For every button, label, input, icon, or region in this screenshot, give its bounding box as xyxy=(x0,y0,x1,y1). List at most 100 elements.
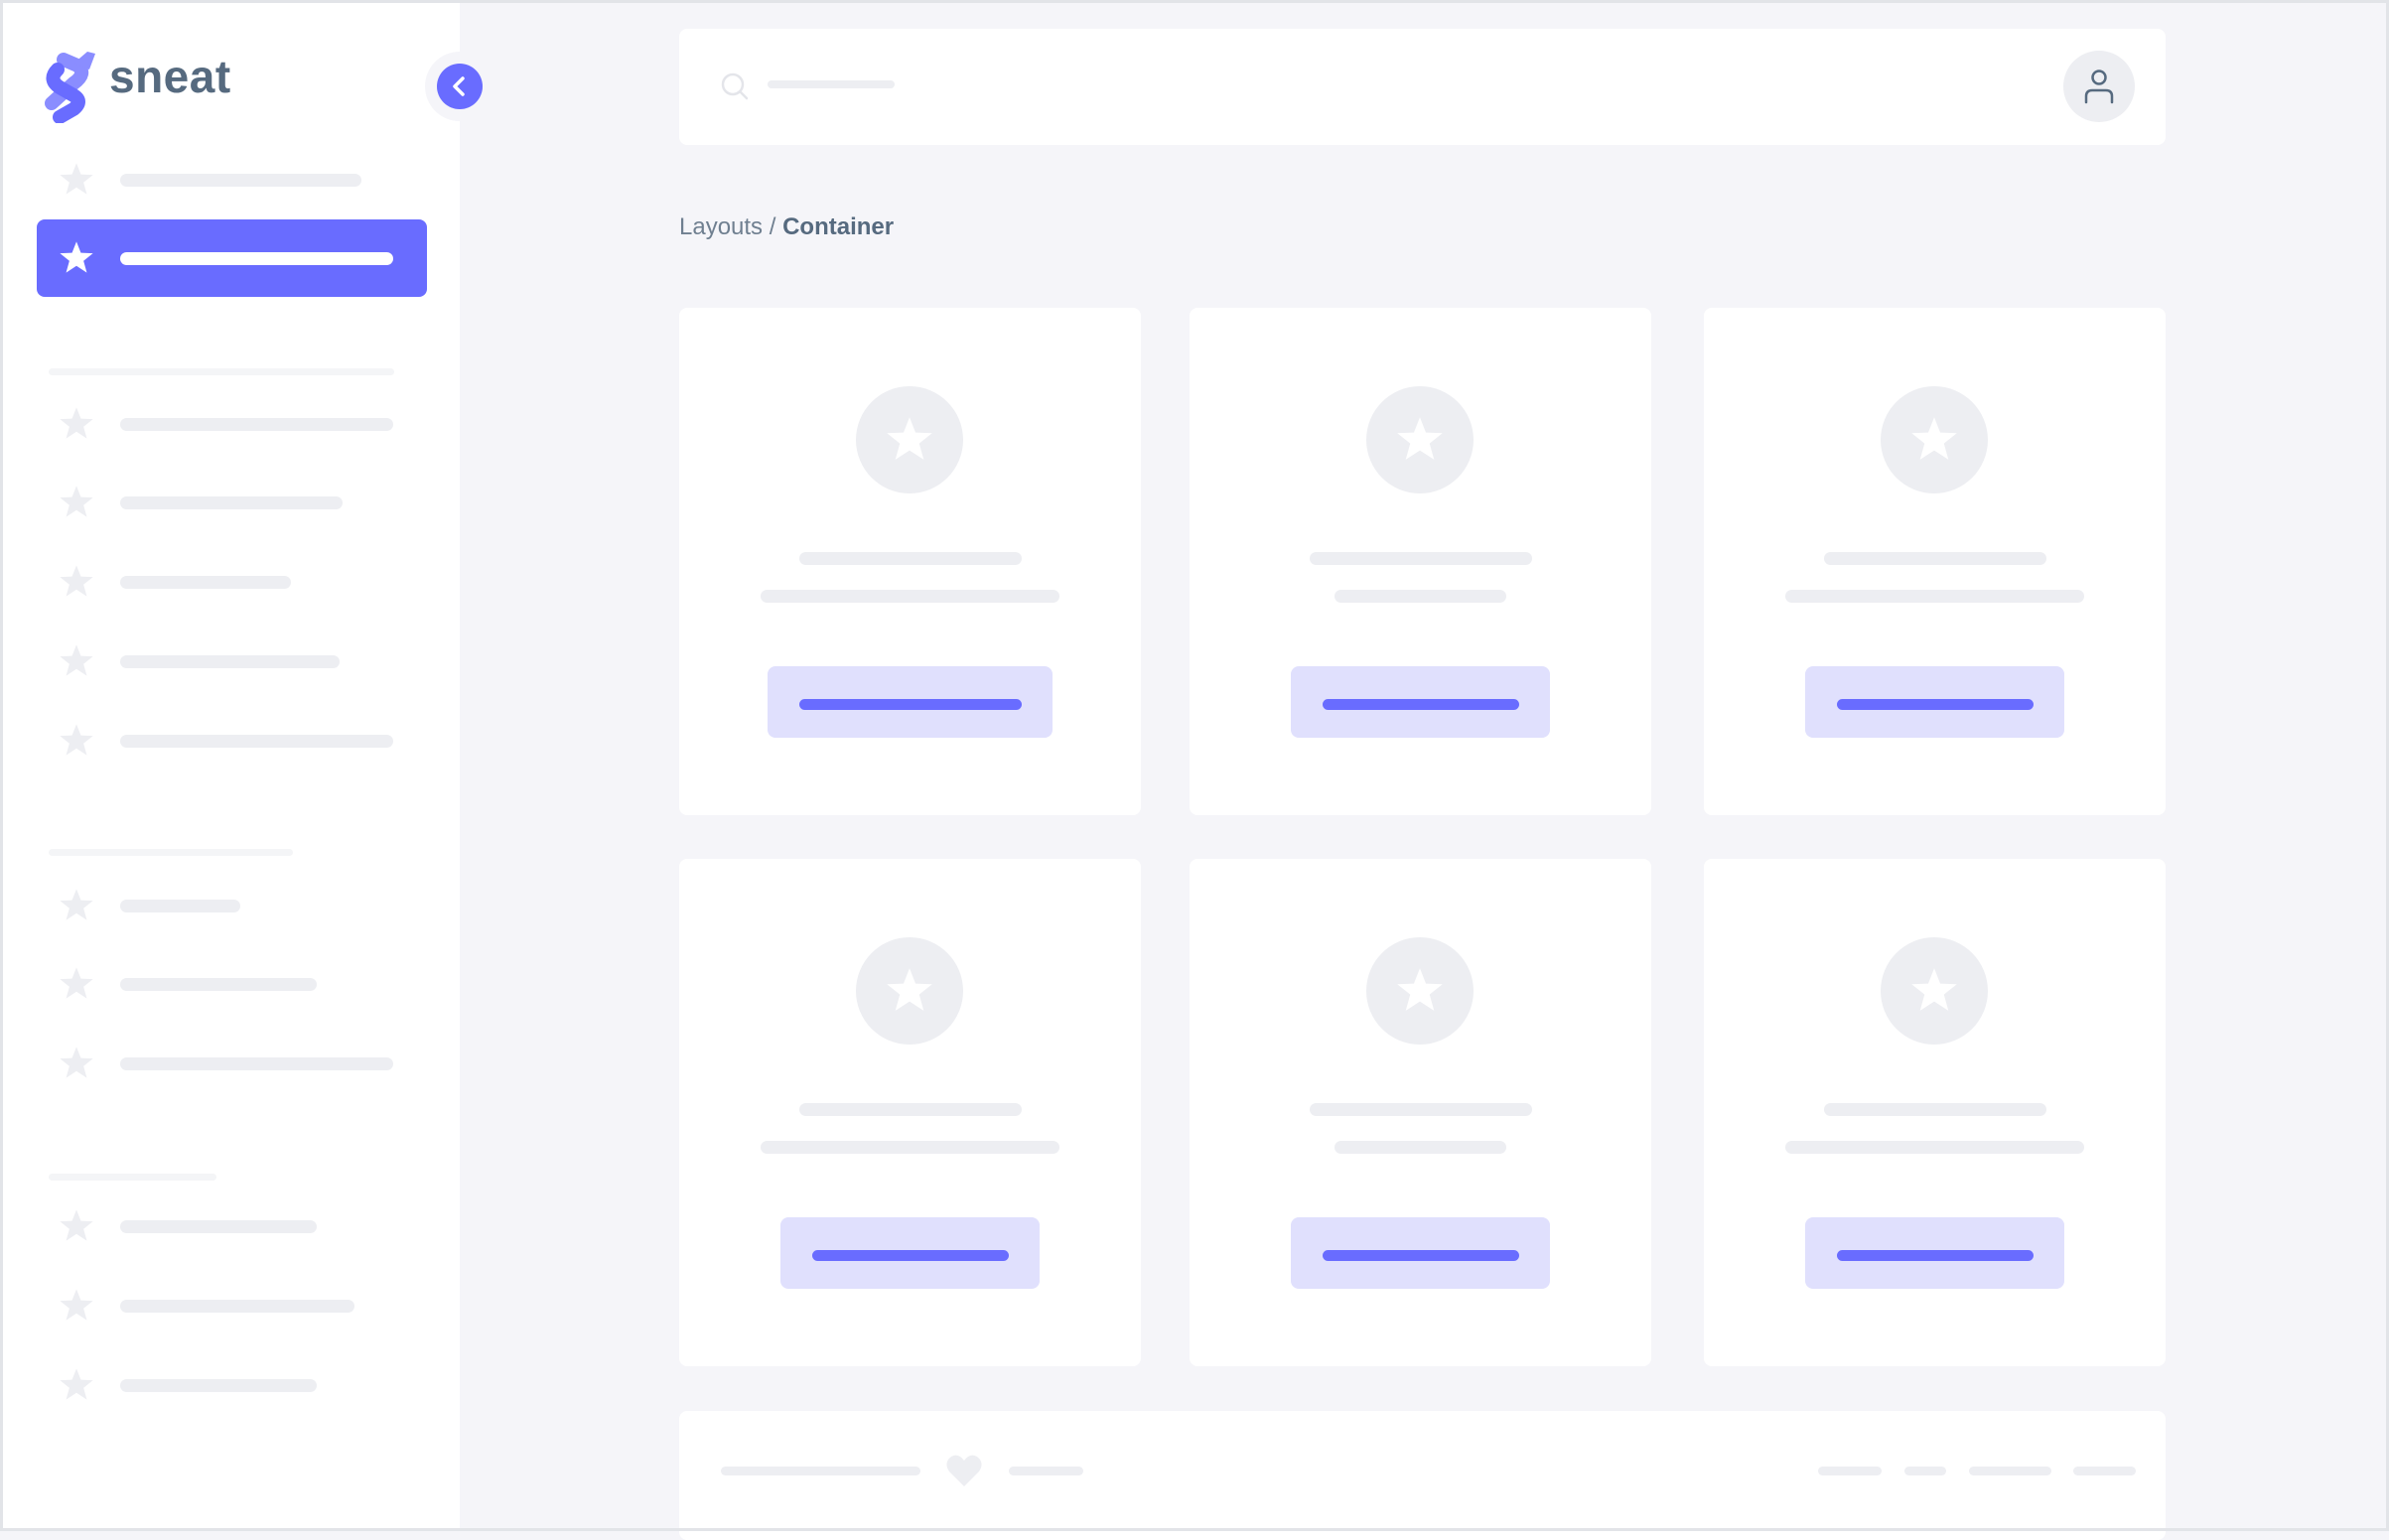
breadcrumb: Layouts / Container xyxy=(679,213,894,241)
card-text-bar xyxy=(761,1141,1059,1154)
sidebar-item-icon xyxy=(58,1045,95,1082)
star-icon xyxy=(60,967,93,999)
card-button[interactable] xyxy=(780,1217,1040,1289)
sidebar-item-label[interactable] xyxy=(120,1379,317,1392)
sidebar-item-icon xyxy=(58,484,95,521)
sidebar-item-label[interactable] xyxy=(120,418,393,431)
star-icon xyxy=(60,724,93,756)
sidebar-item-icon xyxy=(58,722,95,760)
sidebar-item-icon xyxy=(58,405,95,443)
card-title-bar xyxy=(1823,1103,2046,1116)
card-title-bar xyxy=(1823,552,2046,565)
sidebar-item-label[interactable] xyxy=(120,1220,317,1233)
avatar[interactable] xyxy=(2063,51,2135,122)
star-icon xyxy=(1911,417,1957,460)
card-button[interactable] xyxy=(1291,666,1550,738)
sidebar-item-label[interactable] xyxy=(120,900,240,912)
star-icon xyxy=(60,407,93,439)
card xyxy=(1704,859,2166,1366)
breadcrumb-parent[interactable]: Layouts xyxy=(679,213,764,240)
sidebar-section-header xyxy=(49,849,293,856)
card-button-label xyxy=(1836,699,2034,710)
card-text-bar xyxy=(761,590,1059,603)
sidebar: sneat xyxy=(0,0,494,1531)
card xyxy=(679,859,1141,1366)
card-icon-circle xyxy=(1881,937,1988,1045)
star-icon xyxy=(60,241,93,273)
card-text-bar xyxy=(1785,590,2084,603)
card-button-label xyxy=(798,699,1022,710)
card xyxy=(1190,308,1651,815)
user-icon xyxy=(2084,70,2114,104)
star-icon xyxy=(1911,968,1957,1011)
sidebar-item-label[interactable] xyxy=(120,174,361,187)
footer-text-bar xyxy=(1009,1467,1083,1475)
card-text-bar xyxy=(1335,590,1506,603)
sidebar-item-label[interactable] xyxy=(120,1300,354,1313)
sidebar-section-header xyxy=(49,368,394,375)
card-button[interactable] xyxy=(1291,1217,1550,1289)
sidebar-item-label[interactable] xyxy=(120,978,317,991)
star-icon xyxy=(60,565,93,597)
star-icon xyxy=(887,417,932,460)
card xyxy=(679,308,1141,815)
card-button-label xyxy=(811,1250,1009,1261)
heart-icon xyxy=(946,1455,982,1486)
star-icon xyxy=(1397,417,1443,460)
sidebar-item-label xyxy=(120,252,393,265)
card xyxy=(1704,308,2166,815)
footer-link[interactable] xyxy=(1969,1467,2051,1475)
logo[interactable] xyxy=(44,44,103,124)
star-icon xyxy=(60,486,93,517)
footer-link[interactable] xyxy=(1818,1467,1882,1475)
sidebar-item-label[interactable] xyxy=(120,735,393,748)
logo-text: sneat xyxy=(109,51,231,102)
star-icon xyxy=(60,1368,93,1400)
footer xyxy=(679,1411,2166,1540)
sidebar-section-header xyxy=(49,1174,216,1181)
footer-text-bar xyxy=(721,1467,920,1475)
sidebar-item-label[interactable] xyxy=(120,496,343,509)
sidebar-item-icon xyxy=(58,1287,95,1325)
sidebar-item-icon xyxy=(58,1207,95,1245)
star-icon xyxy=(60,644,93,676)
card-button[interactable] xyxy=(768,666,1053,738)
sidebar-item-icon xyxy=(58,563,95,601)
star-icon xyxy=(60,1047,93,1078)
sidebar-item-icon xyxy=(58,239,95,277)
card-icon-circle xyxy=(1366,937,1474,1045)
star-icon xyxy=(60,1289,93,1321)
sidebar-item-label[interactable] xyxy=(120,576,291,589)
card-title-bar xyxy=(798,552,1022,565)
sidebar-toggle-button[interactable] xyxy=(437,64,483,109)
star-icon xyxy=(60,889,93,920)
sidebar-item-label[interactable] xyxy=(120,655,340,668)
sneat-logo-icon xyxy=(45,52,95,124)
sidebar-item-label[interactable] xyxy=(120,1057,393,1070)
sidebar-item-icon xyxy=(58,161,95,199)
card-text-bar xyxy=(1785,1141,2084,1154)
breadcrumb-current: Container xyxy=(782,213,895,240)
sidebar-item-icon xyxy=(58,642,95,680)
star-icon xyxy=(1397,968,1443,1011)
breadcrumb-separator: / xyxy=(763,213,783,240)
card-icon-circle xyxy=(856,386,963,493)
card xyxy=(1190,859,1651,1366)
card-button-label xyxy=(1322,699,1519,710)
card-icon-circle xyxy=(856,937,963,1045)
footer-link[interactable] xyxy=(2073,1467,2136,1475)
search-input[interactable] xyxy=(709,59,947,114)
footer-link[interactable] xyxy=(1904,1467,1946,1475)
star-icon xyxy=(60,1209,93,1241)
card-title-bar xyxy=(1309,1103,1532,1116)
chevron-left-icon xyxy=(453,76,465,96)
card-button[interactable] xyxy=(1805,1217,2064,1289)
card-text-bar xyxy=(1335,1141,1506,1154)
card-button[interactable] xyxy=(1805,666,2064,738)
card-button-label xyxy=(1836,1250,2034,1261)
card-title-bar xyxy=(1309,552,1532,565)
sidebar-item-icon xyxy=(58,887,95,924)
star-icon xyxy=(60,163,93,195)
star-icon xyxy=(887,968,932,1011)
search-icon xyxy=(721,72,749,100)
